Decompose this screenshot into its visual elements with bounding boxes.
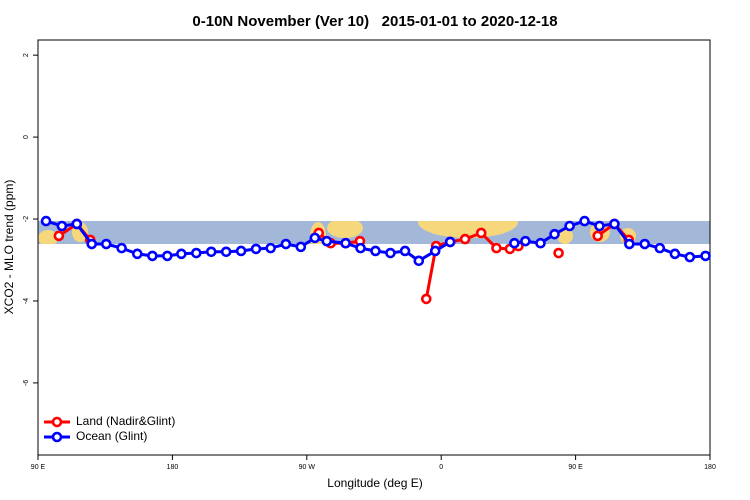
- x-tick-label: 180: [704, 464, 716, 471]
- data-point: [53, 230, 65, 242]
- y-axis-label: XCO2 - MLO trend (ppm): [2, 180, 16, 315]
- data-point: [321, 235, 333, 247]
- y-tick-label: -6: [23, 380, 30, 386]
- legend: Land (Nadir&Glint)Ocean (Glint): [44, 414, 175, 443]
- x-tick-label: 90 E: [568, 464, 583, 471]
- data-point: [235, 245, 247, 257]
- data-point: [444, 236, 456, 248]
- data-point: [355, 242, 366, 254]
- data-point: [594, 220, 605, 232]
- data-point: [553, 247, 564, 259]
- data-point: [86, 238, 98, 250]
- data-point: [639, 238, 651, 250]
- data-point: [162, 250, 173, 262]
- y-tick-label: 0: [23, 135, 30, 139]
- data-point: [132, 248, 143, 260]
- legend-marker: [51, 431, 63, 443]
- data-point: [429, 245, 441, 257]
- data-point: [280, 238, 292, 250]
- data-point: [564, 220, 575, 232]
- data-point: [609, 218, 620, 230]
- data-point: [116, 242, 127, 254]
- data-point: [340, 237, 351, 249]
- y-tick-label: -4: [23, 298, 30, 304]
- data-point: [100, 238, 112, 250]
- data-point: [399, 245, 411, 257]
- data-point: [654, 242, 666, 254]
- plot-frame: [37, 39, 711, 456]
- x-axis-label: Longitude (deg E): [327, 476, 422, 490]
- data-point: [509, 237, 520, 249]
- data-point: [250, 243, 262, 255]
- data-point: [459, 233, 471, 245]
- data-point: [592, 230, 604, 242]
- legend-marker: [51, 416, 63, 428]
- data-point: [420, 293, 432, 305]
- data-point: [147, 250, 158, 262]
- data-point: [190, 247, 202, 259]
- data-point: [413, 255, 425, 267]
- data-point: [265, 242, 276, 254]
- data-point: [491, 242, 502, 254]
- data-point: [535, 237, 546, 249]
- x-tick-label: 0: [439, 464, 443, 471]
- data-point: [220, 246, 232, 258]
- data-point: [669, 248, 681, 260]
- data-point: [624, 238, 635, 250]
- y-tick-label: -2: [23, 216, 30, 222]
- legend-label: Land (Nadir&Glint): [76, 414, 175, 428]
- legend-label: Ocean (Glint): [76, 429, 147, 443]
- data-point: [370, 245, 381, 257]
- data-point: [205, 246, 217, 258]
- data-point: [71, 218, 83, 230]
- x-tick-label: 90 W: [299, 464, 316, 471]
- data-point: [579, 215, 590, 227]
- data-point: [56, 220, 68, 232]
- data-point: [684, 251, 696, 263]
- y-tick-label: 2: [23, 53, 30, 57]
- data-point: [549, 228, 560, 240]
- data-point: [295, 241, 307, 253]
- data-point: [520, 235, 531, 247]
- x-tick-label: 90 E: [31, 464, 46, 471]
- data-point: [40, 215, 52, 227]
- data-point: [176, 248, 187, 260]
- x-tick-label: 180: [167, 464, 179, 471]
- data-point: [475, 227, 487, 239]
- data-point: [309, 232, 321, 244]
- chart-title: 0-10N November (Ver 10) 2015-01-01 to 20…: [192, 13, 557, 30]
- data-point: [700, 250, 711, 262]
- data-point: [385, 247, 396, 259]
